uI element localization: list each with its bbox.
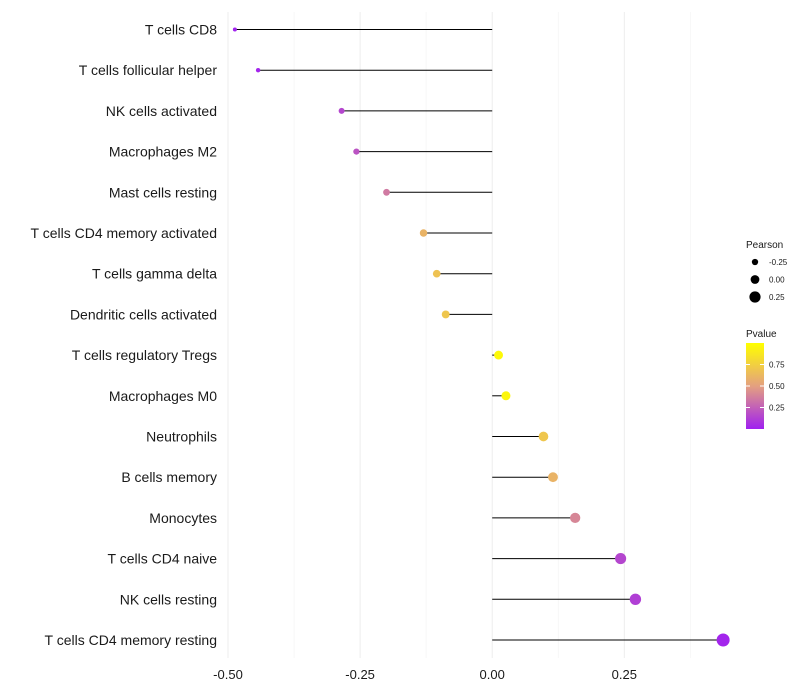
category-label: Macrophages M2 [109, 144, 217, 160]
grid-layer [227, 12, 691, 658]
size-legend-title: Pearson [746, 240, 783, 251]
category-label: Dendritic cells activated [70, 306, 217, 322]
lollipop-point [494, 350, 503, 360]
lollipop-point [501, 391, 511, 401]
lollipop-point [716, 633, 730, 647]
category-label: Macrophages M0 [109, 388, 217, 404]
lollipop-point [383, 188, 390, 196]
category-label: NK cells activated [106, 103, 217, 119]
size-legend-dot [750, 275, 760, 284]
category-label: Mast cells resting [109, 184, 217, 200]
colorbar-tick-label: 0.50 [769, 382, 785, 391]
size-legend-label: 0.25 [769, 293, 785, 302]
x-tick-label: -0.25 [345, 667, 375, 682]
stem-layer [234, 29, 724, 641]
point-layer [232, 27, 730, 647]
x-tick-label: 0.25 [612, 667, 637, 682]
category-label: NK cells resting [120, 591, 217, 607]
size-legend-dot [751, 258, 759, 266]
category-label: T cells CD8 [145, 22, 217, 38]
lollipop-point [255, 67, 261, 73]
color-legend-ticks: 0.25 0.50 0.75 [746, 361, 785, 413]
lollipop-point [338, 107, 345, 114]
lollipop-point [441, 310, 450, 319]
color-legend-title: Pvalue [746, 329, 777, 340]
lollipop-point [432, 269, 441, 278]
pvalue-colorbar [746, 343, 764, 429]
color-legend: Pvalue 0.25 0.50 0.75 [746, 329, 785, 429]
category-label: B cells memory [121, 469, 217, 485]
category-label: Neutrophils [146, 429, 217, 445]
category-label-layer: T cells CD8 T cells follicular helper NK c… [31, 22, 218, 649]
category-label: T cells gamma delta [92, 266, 217, 282]
tick-label-layer: -0.50 -0.25 0.00 0.25 [213, 667, 637, 682]
x-tick-label: 0.00 [480, 667, 505, 682]
category-label: T cells CD4 memory resting [45, 632, 217, 648]
lollipop-point [419, 229, 428, 237]
category-label: T cells CD4 memory activated [31, 225, 217, 241]
category-label: T cells regulatory Tregs [72, 347, 217, 363]
lollipop-point [548, 472, 558, 483]
colorbar-tick-label: 0.75 [769, 361, 785, 370]
size-legend-items: -0.25 0.00 0.25 [749, 258, 788, 303]
size-legend-dot [749, 291, 761, 303]
lollipop-point [232, 27, 237, 32]
lollipop-point [353, 148, 360, 155]
category-label: T cells CD4 naive [108, 551, 218, 567]
category-label: Monocytes [149, 510, 217, 526]
colorbar-tick-label: 0.25 [769, 404, 785, 413]
size-legend: Pearson -0.25 0.00 0.25 [746, 240, 788, 303]
category-label: T cells follicular helper [79, 62, 218, 78]
size-legend-label: -0.25 [769, 258, 788, 267]
lollipop-point [538, 431, 549, 442]
x-tick-label: -0.50 [213, 667, 243, 682]
size-legend-label: 0.00 [769, 276, 785, 285]
lollipop-point [615, 553, 627, 565]
lollipop-point [570, 512, 581, 524]
lollipop-point [629, 593, 642, 605]
